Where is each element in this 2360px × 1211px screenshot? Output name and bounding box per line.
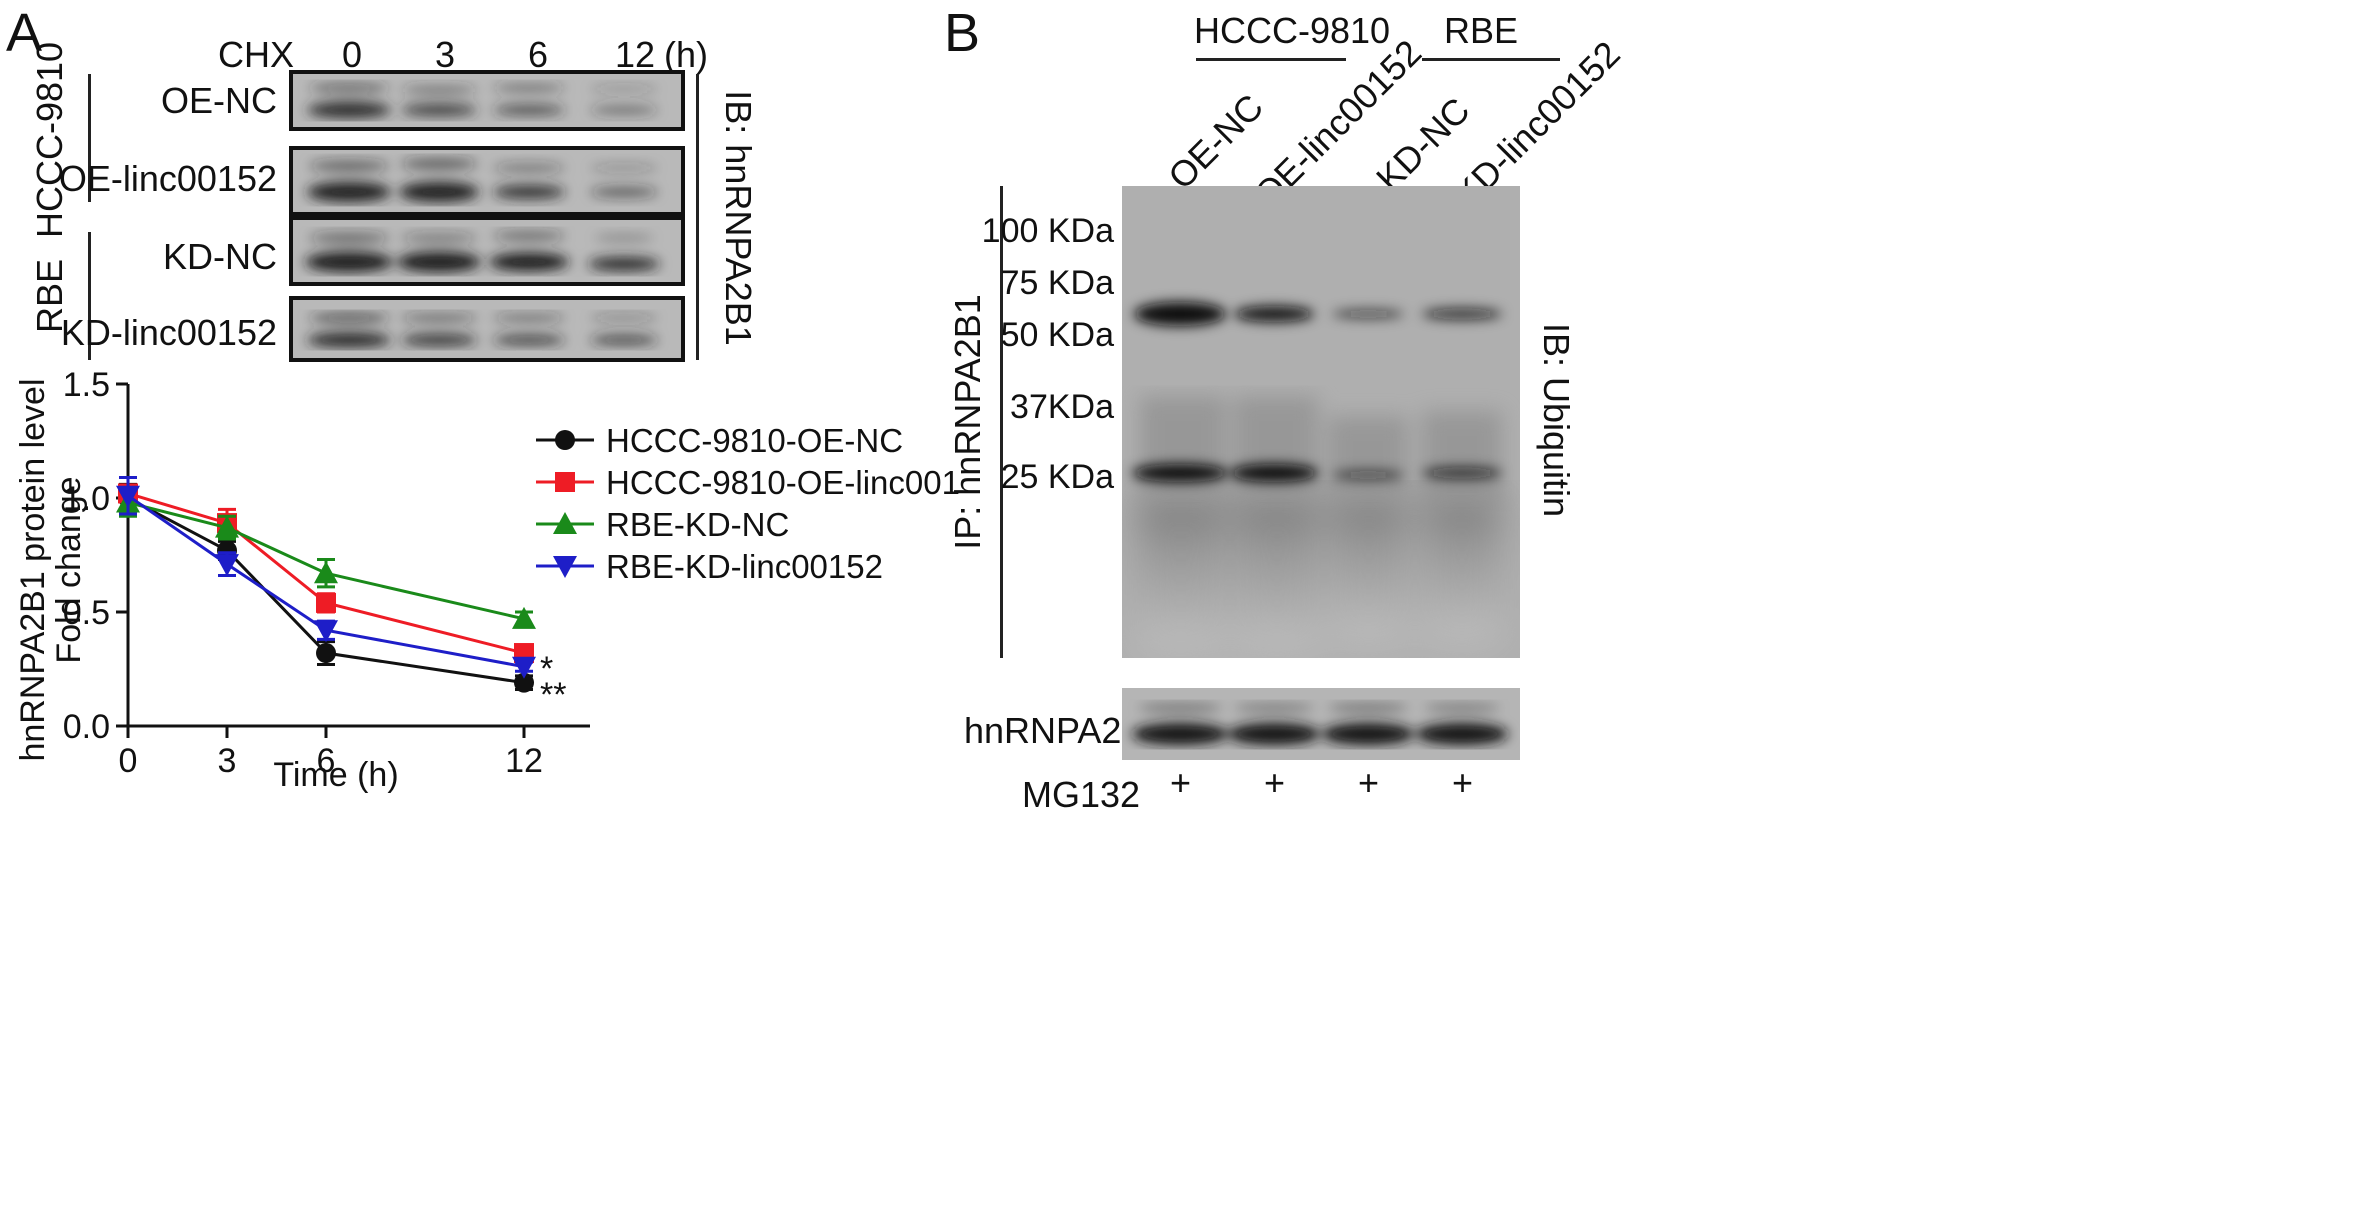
marker-25kda: 25 KDa	[1000, 458, 1114, 496]
y-tick-label: 0.0	[63, 708, 110, 746]
treatment-sign-4: +	[1452, 762, 1474, 803]
group-line-b-rbe	[1422, 58, 1560, 61]
ip-label: IP: hnRNPA2B1	[947, 294, 988, 550]
treatment-label: MG132	[1022, 774, 1141, 815]
ubiquitin-blot	[1122, 186, 1520, 658]
treatment-sign-1: +	[1170, 762, 1192, 803]
treatment-sign-3: +	[1358, 762, 1380, 803]
time-3-label: 3	[435, 34, 456, 75]
ip-bracket	[1000, 186, 1003, 658]
panel-a-letter: A	[6, 3, 43, 63]
series-line	[127, 492, 525, 655]
data-point	[215, 554, 239, 577]
row-label-oe-linc: OE-linc00152	[58, 158, 277, 199]
significance-star-1: *	[540, 650, 553, 688]
legend-entry: HCCC-9810-OE-linc00152	[536, 464, 960, 501]
x-tick-label: 12	[505, 742, 543, 780]
blot-strip-oe-nc	[289, 70, 685, 131]
data-point	[514, 672, 534, 693]
data-point	[512, 656, 536, 679]
data-point	[314, 561, 338, 584]
time-0-label: 0	[342, 34, 363, 75]
group-bracket-hccc	[88, 74, 91, 202]
treatment-sign-2: +	[1264, 762, 1286, 803]
blot-strip-oe-linc	[289, 146, 685, 216]
chart-legend: HCCC-9810-OE-NC HCCC-9810-OE-linc00152 RBE…	[536, 422, 960, 585]
data-point	[314, 620, 338, 643]
x-tick-label: 0	[119, 742, 138, 780]
row-label-kd-nc: KD-NC	[163, 236, 277, 277]
y-tick-label: 1.5	[63, 366, 110, 404]
legend-entry: RBE-KD-linc00152	[536, 548, 883, 585]
series-line	[127, 496, 525, 685]
group-label-hccc: HCCC-9810	[29, 41, 70, 239]
series-line	[127, 494, 525, 669]
time-6-label: 6	[528, 34, 549, 75]
blot-strip-kd-linc	[289, 296, 685, 362]
y-axis-label-line1: hnRNPA2B1 protein level	[14, 378, 52, 761]
legend-label: RBE-KD-NC	[606, 506, 789, 543]
time-12-label: 12	[615, 34, 656, 75]
ib-bracket-a	[696, 74, 699, 360]
group-label-b-hccc: HCCC-9810	[1194, 10, 1391, 51]
data-point	[555, 472, 575, 492]
chart-axes: 0.0 0.5 1.0 1.5 0 3 6 12	[63, 366, 590, 780]
y-axis-label-line2: Fold change	[50, 476, 88, 663]
data-point	[555, 430, 575, 450]
data-point	[553, 512, 577, 534]
marker-37kda: 37KDa	[1010, 388, 1114, 426]
legend-label: HCCC-9810-OE-linc00152	[606, 464, 960, 501]
row-label-oe-nc: OE-NC	[161, 80, 277, 121]
degradation-line-chart: 0.00.51.01.50 3 6 12 HCCC-9810-OE-NCHCCC-98…	[14, 366, 960, 794]
y-tick-label: 1.0	[63, 480, 110, 518]
chart-series	[116, 475, 536, 693]
legend-label: HCCC-9810-OE-NC	[606, 422, 903, 459]
x-tick-label: 3	[218, 742, 237, 780]
panel-b-letter: B	[944, 3, 981, 63]
ib-label-b: IB: Ubiquitin	[1536, 322, 1577, 518]
marker-100kda: 100 KDa	[981, 212, 1114, 250]
time-unit-label: (h)	[664, 34, 708, 75]
series-rbe-kd-linc00152	[116, 475, 536, 679]
significance-star-2: **	[540, 676, 566, 714]
legend-entry: RBE-KD-NC	[536, 506, 789, 543]
chx-label: CHX	[218, 34, 295, 75]
y-tick-label: 0.5	[63, 594, 110, 632]
cycloheximide-blots	[289, 70, 685, 362]
group-bracket-rbe	[88, 232, 91, 360]
group-line-b-hccc	[1196, 58, 1346, 61]
x-tick-label: 6	[317, 742, 336, 780]
data-point	[553, 556, 577, 578]
loading-blot	[1122, 688, 1520, 760]
group-label-b-rbe: RBE	[1444, 10, 1519, 51]
blot-strip-kd-nc	[289, 216, 685, 286]
marker-50kda: 50 KDa	[1000, 316, 1114, 354]
legend-entry: HCCC-9810-OE-NC	[536, 422, 903, 459]
data-point	[215, 515, 239, 538]
x-axis-label: Time (h)	[273, 756, 398, 794]
marker-75kda: 75 KDa	[1000, 264, 1114, 302]
data-point	[512, 606, 536, 629]
row-label-kd-linc: KD-linc00152	[60, 312, 277, 353]
ib-label-a: IB: hnRNPA2B1	[718, 90, 759, 346]
legend-label: RBE-KD-linc00152	[606, 548, 883, 585]
data-point	[116, 485, 140, 508]
data-point	[316, 643, 336, 664]
series-line	[127, 501, 525, 621]
data-point	[316, 592, 336, 613]
